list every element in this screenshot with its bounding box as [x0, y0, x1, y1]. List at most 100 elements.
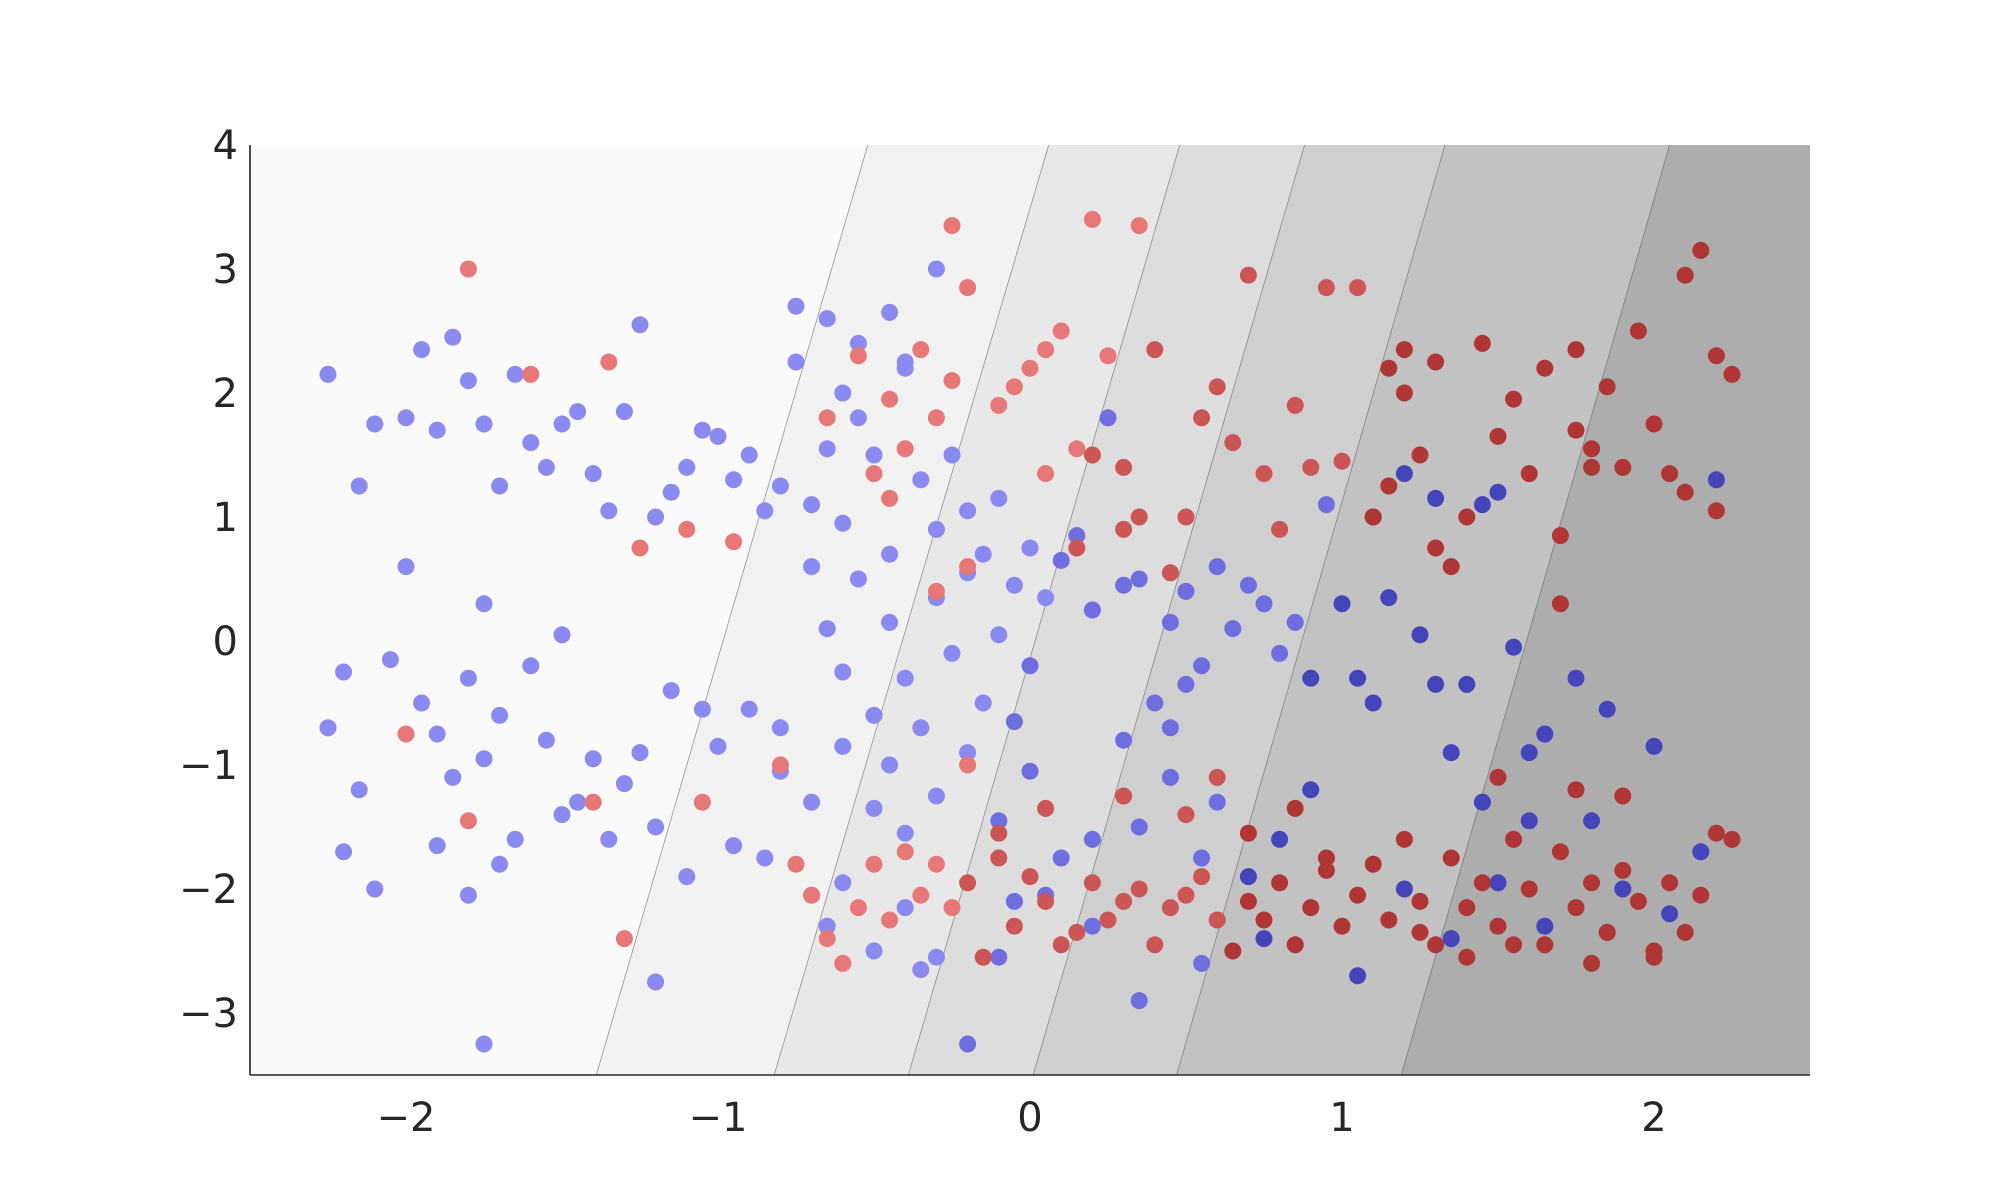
- blue-class-point: [631, 744, 649, 762]
- x-tick-label: 1: [1329, 1095, 1354, 1141]
- red-class-point: [865, 465, 883, 483]
- blue-class-point: [896, 899, 914, 917]
- red-class-point: [990, 824, 1008, 842]
- red-class-point: [1255, 465, 1273, 483]
- blue-class-point: [865, 942, 883, 960]
- blue-class-point: [553, 806, 571, 824]
- red-class-point: [1130, 217, 1148, 235]
- blue-class-point: [771, 477, 789, 495]
- red-class-point: [1427, 353, 1445, 371]
- red-class-point: [943, 899, 961, 917]
- blue-class-point: [381, 651, 399, 669]
- axes: [249, 145, 1810, 1076]
- red-class-point: [1380, 477, 1398, 495]
- red-class-point: [1115, 458, 1133, 476]
- blue-class-point: [647, 508, 665, 526]
- red-class-point: [1224, 942, 1242, 960]
- red-class-point: [1536, 359, 1554, 377]
- blue-class-point: [1473, 496, 1491, 514]
- red-class-point: [631, 539, 649, 557]
- y-tick-label: 2: [213, 371, 238, 417]
- red-class-point: [1598, 923, 1616, 941]
- y-tick-label: 0: [213, 619, 238, 665]
- red-class-point: [771, 756, 789, 774]
- blue-class-point: [584, 465, 602, 483]
- red-class-point: [1567, 781, 1585, 799]
- red-class-point: [1505, 390, 1523, 408]
- blue-class-point: [1021, 762, 1039, 780]
- blue-class-point: [896, 359, 914, 377]
- red-class-point: [1130, 508, 1148, 526]
- blue-class-point: [662, 682, 680, 700]
- red-class-point: [1676, 483, 1694, 501]
- red-class-point: [1551, 843, 1569, 861]
- blue-class-point: [615, 403, 633, 421]
- red-class-point: [1239, 892, 1257, 910]
- blue-class-point: [350, 477, 368, 495]
- red-class-point: [1333, 917, 1351, 935]
- red-class-point: [1146, 341, 1164, 359]
- red-class-point: [1239, 824, 1257, 842]
- blue-class-point: [849, 409, 867, 427]
- scatter-points: [319, 210, 1741, 1053]
- red-class-point: [459, 812, 477, 830]
- blue-class-point: [1021, 657, 1039, 675]
- red-class-point: [1208, 378, 1226, 396]
- red-class-point: [1349, 886, 1367, 904]
- red-class-point: [1692, 886, 1710, 904]
- blue-class-point: [912, 719, 930, 737]
- red-class-point: [974, 948, 992, 966]
- red-class-point: [1411, 446, 1429, 464]
- blue-class-point: [1161, 719, 1179, 737]
- blue-class-point: [335, 663, 353, 681]
- red-class-point: [1442, 849, 1460, 867]
- blue-class-point: [1146, 694, 1164, 712]
- red-class-point: [1395, 384, 1413, 402]
- blue-class-point: [366, 880, 384, 898]
- blue-class-point: [678, 868, 696, 886]
- red-class-point: [990, 849, 1008, 867]
- red-class-point: [818, 930, 836, 948]
- blue-class-point: [1692, 843, 1710, 861]
- blue-class-point: [943, 446, 961, 464]
- blue-class-point: [1052, 849, 1070, 867]
- blue-class-point: [1177, 675, 1195, 693]
- red-class-point: [1068, 539, 1086, 557]
- red-class-point: [1255, 911, 1273, 929]
- red-class-point: [1286, 396, 1304, 414]
- blue-class-point: [569, 403, 587, 421]
- red-class-point: [1723, 365, 1741, 383]
- blue-class-point: [693, 421, 711, 439]
- red-class-point: [1005, 378, 1023, 396]
- red-class-point: [1583, 440, 1601, 458]
- red-class-point: [1021, 868, 1039, 886]
- blue-class-point: [1520, 812, 1538, 830]
- red-class-point: [1239, 266, 1257, 284]
- blue-class-point: [849, 334, 867, 352]
- blue-class-point: [569, 793, 587, 811]
- red-class-point: [1676, 923, 1694, 941]
- blue-class-point: [475, 595, 493, 613]
- blue-class-point: [444, 768, 462, 786]
- blue-class-point: [366, 415, 384, 433]
- y-tick-label: 4: [213, 123, 238, 169]
- blue-class-point: [428, 725, 446, 743]
- red-class-point: [1567, 421, 1585, 439]
- red-class-point: [1068, 440, 1086, 458]
- red-class-point: [959, 558, 977, 576]
- blue-class-point: [1380, 589, 1398, 607]
- red-class-point: [1614, 861, 1632, 879]
- blue-class-point: [1005, 576, 1023, 594]
- blue-class-point: [865, 706, 883, 724]
- blue-class-point: [506, 830, 524, 848]
- red-class-point: [1271, 520, 1289, 538]
- blue-class-point: [631, 316, 649, 334]
- red-class-point: [1037, 341, 1055, 359]
- blue-class-point: [459, 886, 477, 904]
- red-class-point: [1520, 465, 1538, 483]
- blue-class-point: [1052, 551, 1070, 569]
- blue-class-point: [475, 1035, 493, 1053]
- blue-class-point: [1271, 830, 1289, 848]
- blue-class-point: [725, 471, 743, 489]
- blue-class-point: [1239, 576, 1257, 594]
